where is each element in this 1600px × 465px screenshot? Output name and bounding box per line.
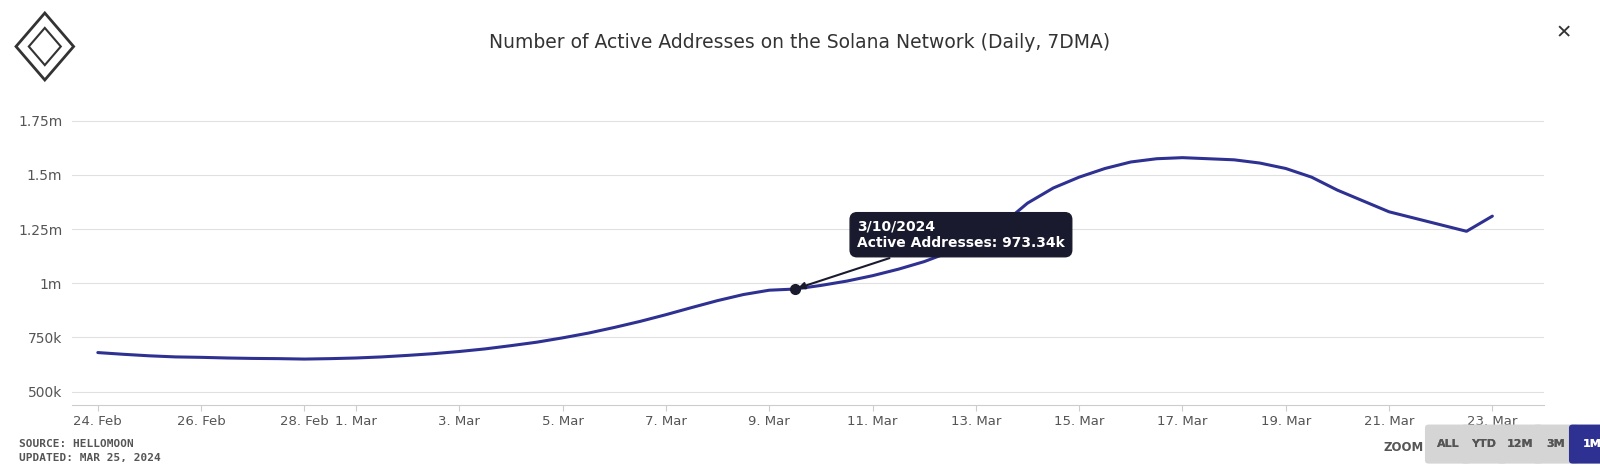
FancyBboxPatch shape: [1426, 425, 1470, 464]
Text: ZOOM: ZOOM: [1384, 441, 1424, 454]
Text: YTD: YTD: [1472, 439, 1496, 449]
Text: 3M: 3M: [1547, 439, 1565, 449]
FancyBboxPatch shape: [1533, 425, 1579, 464]
Text: SOURCE: HELLOMOON: SOURCE: HELLOMOON: [19, 439, 134, 450]
Text: ✕: ✕: [1555, 23, 1573, 42]
Text: YTD: YTD: [1472, 439, 1496, 449]
FancyBboxPatch shape: [1498, 425, 1542, 464]
Text: ALL: ALL: [1437, 439, 1459, 449]
FancyBboxPatch shape: [1461, 425, 1507, 464]
Text: 3M: 3M: [1547, 439, 1565, 449]
Text: ALL: ALL: [1437, 439, 1459, 449]
Text: 1M: 1M: [1582, 439, 1600, 449]
FancyBboxPatch shape: [1570, 425, 1600, 464]
Text: 1M: 1M: [1582, 439, 1600, 449]
Text: UPDATED: MAR 25, 2024: UPDATED: MAR 25, 2024: [19, 453, 162, 464]
Text: 12M: 12M: [1507, 439, 1533, 449]
Text: Number of Active Addresses on the Solana Network (Daily, 7DMA): Number of Active Addresses on the Solana…: [490, 33, 1110, 52]
Text: 3/10/2024
Active Addresses: 973.34k: 3/10/2024 Active Addresses: 973.34k: [800, 219, 1066, 288]
Text: 12M: 12M: [1507, 439, 1533, 449]
